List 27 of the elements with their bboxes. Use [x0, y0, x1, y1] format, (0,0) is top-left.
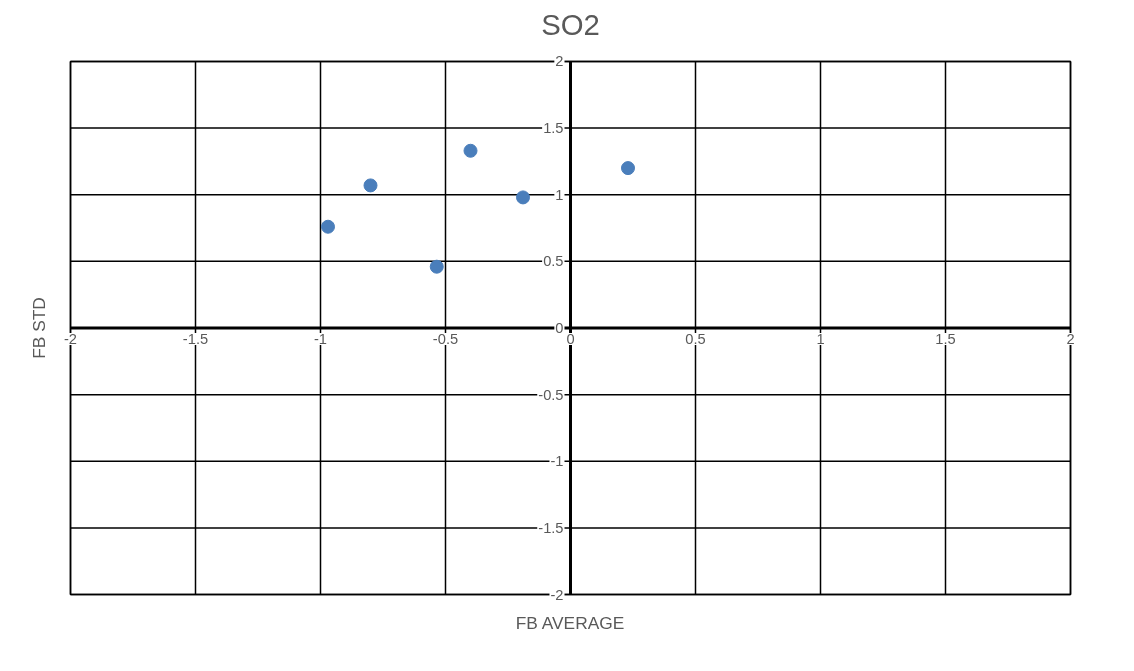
x-tick-label: 0 [566, 331, 575, 347]
x-axis-title: FB AVERAGE [515, 612, 625, 633]
y-tick-label: -1.5 [538, 519, 564, 536]
point [363, 178, 378, 193]
x-tick-label: -0.5 [432, 331, 459, 347]
y-tick-label: 2 [555, 53, 564, 70]
y-tick-label: -1 [550, 453, 564, 470]
y-tick-label: 1 [555, 186, 564, 203]
x-tick-label: 0.5 [685, 331, 706, 347]
x-tick-label: 1 [816, 331, 825, 347]
y-tick-label: -2 [550, 586, 564, 603]
x-tick-label: -1.5 [182, 331, 209, 347]
y-tick-label: -0.5 [538, 386, 564, 403]
y-tick-label: 0.5 [543, 253, 564, 270]
point [429, 259, 444, 274]
x-tick-label: -1 [313, 331, 328, 347]
x-tick-label: -2 [63, 331, 78, 347]
point [516, 190, 530, 205]
x-tick-label: 1.5 [935, 331, 956, 347]
point [321, 219, 335, 234]
y-tick-label: 0 [555, 320, 564, 336]
chart-title: SO2 [541, 7, 600, 41]
x-tick-label: 2 [1066, 331, 1075, 347]
y-axis-title: FB STD [28, 297, 49, 359]
point [463, 143, 478, 158]
point [621, 161, 635, 176]
y-tick-label: 1.5 [543, 120, 564, 137]
